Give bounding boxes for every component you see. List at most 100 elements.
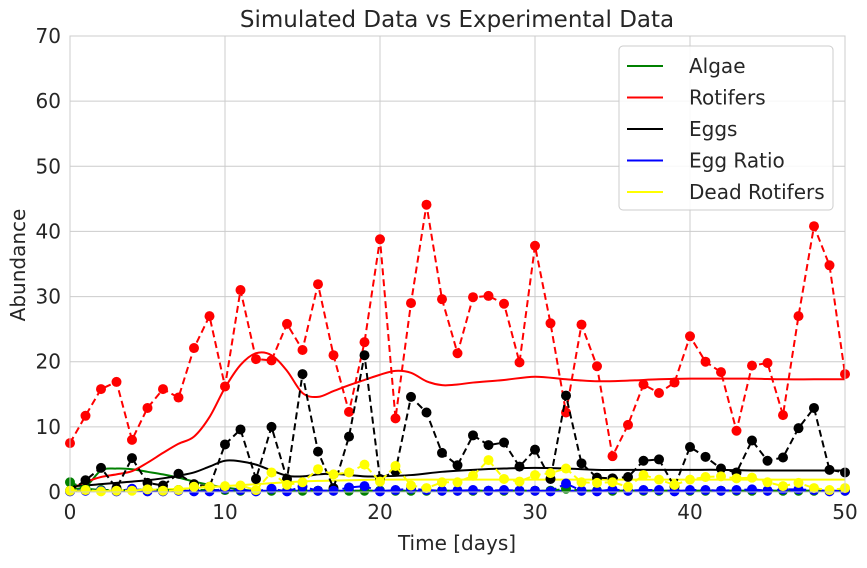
- eggs-data-point: [437, 447, 447, 458]
- x-tick-label: 50: [832, 500, 857, 524]
- rotifers-data-point: [607, 451, 618, 462]
- eggs-data-point: [359, 350, 370, 361]
- eggs-data-point: [483, 440, 494, 451]
- eggs-data-point: [127, 453, 137, 464]
- egg-ratio-data-point: [685, 485, 695, 496]
- rotifers-data-point: [220, 381, 230, 392]
- egg-ratio-data-point: [328, 485, 339, 496]
- eggs-data-point: [452, 460, 463, 471]
- eggs-data-point: [220, 439, 230, 450]
- x-axis-label: Time [days]: [397, 531, 516, 555]
- dead-rotifers-data-point: [328, 469, 339, 480]
- eggs-data-point: [809, 402, 819, 413]
- rotifers-data-point: [700, 356, 711, 367]
- eggs-data-point: [685, 442, 695, 453]
- dead-rotifers-data-point: [127, 485, 137, 496]
- dead-rotifers-data-point: [282, 479, 292, 490]
- eggs-data-point: [96, 462, 106, 473]
- rotifers-data-point: [793, 311, 804, 322]
- rotifers-data-point: [313, 279, 323, 290]
- dead-rotifers-data-point: [778, 481, 788, 492]
- legend-label: Eggs: [689, 117, 737, 141]
- y-tick-label: 40: [36, 219, 61, 243]
- rotifers-data-point: [96, 384, 106, 395]
- dead-rotifers-data-point: [173, 485, 184, 496]
- eggs-data-point: [762, 455, 773, 466]
- egg-ratio-data-point: [266, 483, 277, 494]
- egg-ratio-data-point: [437, 485, 447, 496]
- eggs-data-point: [747, 435, 757, 446]
- rotifers-data-point: [685, 331, 695, 342]
- rotifers-data-point: [158, 384, 168, 395]
- egg-ratio-data-point: [747, 484, 757, 495]
- x-tick-label: 20: [367, 500, 392, 524]
- egg-ratio-data-point: [468, 485, 478, 496]
- rotifers-data-point: [173, 392, 184, 403]
- dead-rotifers-data-point: [561, 463, 571, 474]
- y-tick-label: 60: [36, 89, 61, 113]
- dead-rotifers-data-point: [96, 486, 106, 497]
- dead-rotifers-data-point: [235, 480, 246, 491]
- legend-label: Egg Ratio: [689, 149, 785, 173]
- egg-ratio-data-point: [359, 481, 370, 492]
- rotifers-data-point: [437, 294, 447, 305]
- rotifers-data-point: [297, 344, 308, 355]
- dead-rotifers-data-point: [483, 455, 494, 466]
- egg-ratio-data-point: [375, 486, 385, 497]
- dead-rotifers-data-point: [514, 476, 525, 487]
- legend-item-eggs: Eggs: [627, 117, 737, 141]
- egg-ratio-data-point: [731, 485, 742, 496]
- eggs-data-point: [297, 369, 308, 380]
- rotifers-data-point: [778, 410, 788, 421]
- rotifers-data-point: [809, 221, 819, 232]
- y-tick-label: 50: [36, 154, 61, 178]
- eggs-data-point: [421, 407, 432, 418]
- dead-rotifers-data-point: [607, 477, 618, 488]
- rotifers-data-point: [80, 410, 91, 421]
- rotifers-data-point: [390, 413, 401, 424]
- rotifers-data-point: [545, 318, 556, 329]
- dead-rotifers-data-point: [437, 477, 447, 488]
- eggs-data-point: [80, 475, 91, 486]
- eggs-data-point: [499, 437, 509, 448]
- egg-ratio-data-point: [561, 478, 571, 489]
- dead-rotifers-data-point: [669, 479, 680, 490]
- dead-rotifers-data-point: [452, 477, 463, 488]
- legend-label: Algae: [689, 54, 746, 78]
- eggs-data-point: [793, 423, 804, 434]
- egg-ratio-data-point: [592, 486, 602, 497]
- dead-rotifers-data-point: [111, 485, 122, 496]
- rotifers-data-point: [716, 367, 726, 378]
- dead-rotifers-data-point: [623, 481, 633, 492]
- eggs-data-point: [344, 431, 354, 442]
- rotifers-data-point: [824, 260, 835, 271]
- dead-rotifers-data-point: [266, 467, 277, 478]
- y-tick-label: 0: [48, 480, 61, 504]
- legend-item-algae: Algae: [627, 54, 746, 78]
- rotifers-data-point: [127, 434, 137, 445]
- egg-ratio-data-point: [313, 485, 323, 496]
- legend-box: [618, 45, 834, 211]
- dead-rotifers-data-point: [406, 480, 416, 491]
- legend-item-dead-rotifers: Dead Rotifers: [627, 180, 825, 204]
- rotifers-data-point: [359, 337, 370, 348]
- eggs-data-point: [251, 473, 261, 484]
- dead-rotifers-data-point: [421, 483, 432, 494]
- egg-ratio-data-point: [700, 485, 711, 496]
- rotifers-data-point: [499, 298, 509, 309]
- dead-rotifers-data-point: [545, 468, 556, 479]
- rotifers-data-point: [654, 387, 664, 398]
- eggs-data-point: [173, 468, 184, 479]
- egg-ratio-data-point: [499, 485, 509, 496]
- legend-item-rotifers: Rotifers: [627, 86, 766, 110]
- eggs-data-point: [778, 452, 788, 463]
- rotifers-data-point: [235, 285, 246, 296]
- rotifers-data-point: [530, 240, 540, 251]
- plot-frame: [69, 35, 846, 493]
- rotifers-data-point: [328, 350, 339, 361]
- dead-rotifers-data-point: [297, 477, 308, 488]
- rotifers-data-point: [483, 290, 494, 301]
- egg-ratio-data-point: [638, 485, 649, 496]
- egg-ratio-data-point: [390, 485, 401, 496]
- dead-rotifers-data-point: [251, 485, 261, 496]
